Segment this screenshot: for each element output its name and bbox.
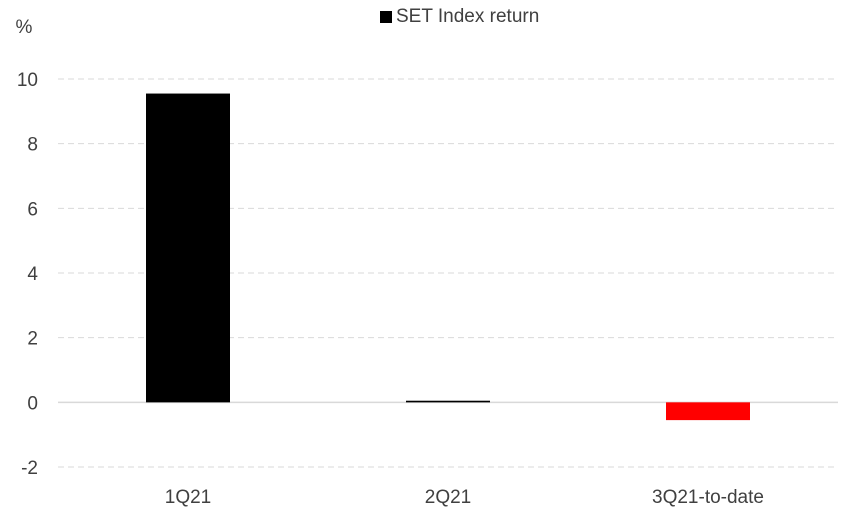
x-axis-labels: 1Q21 2Q21 3Q21-to-date	[165, 487, 764, 508]
y-tick-label: 6	[27, 199, 38, 220]
y-tick-label: 0	[27, 393, 38, 414]
x-category-label: 2Q21	[425, 487, 471, 508]
legend: SET Index return	[380, 6, 539, 27]
y-unit-label: %	[16, 17, 33, 38]
y-tick-label: -2	[21, 458, 38, 479]
bar-1q21	[146, 93, 230, 403]
bar-3q21-to-date	[666, 402, 750, 421]
y-tick-label: 4	[27, 264, 38, 285]
legend-label: SET Index return	[396, 6, 539, 27]
y-tick-label: 8	[27, 135, 38, 156]
x-category-label: 1Q21	[165, 487, 211, 508]
x-category-label: 3Q21-to-date	[652, 487, 764, 508]
legend-swatch	[380, 11, 392, 23]
bar-2q21	[406, 400, 490, 403]
y-axis-ticks: -2 0 2 4 6 8 10	[17, 70, 39, 479]
bars	[146, 93, 750, 421]
y-tick-label: 2	[27, 329, 38, 350]
y-tick-label: 10	[17, 70, 38, 91]
